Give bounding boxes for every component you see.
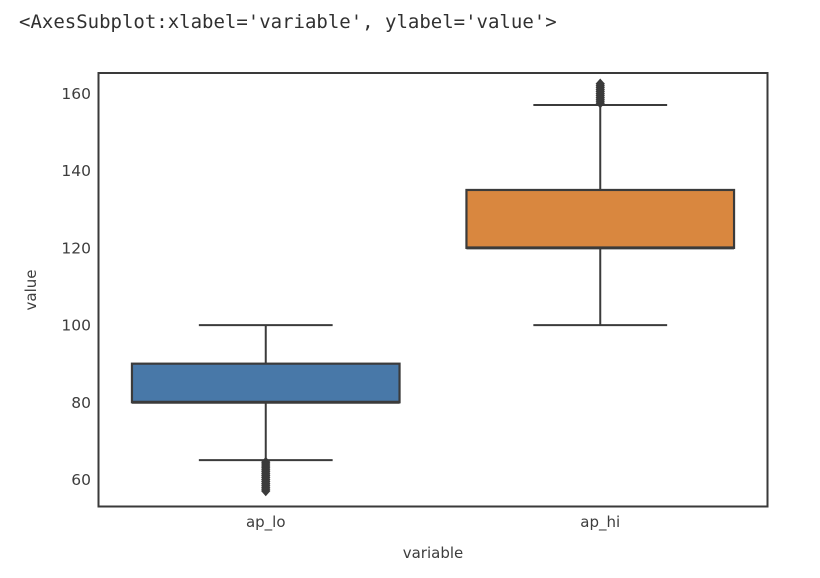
flier-point-ap_hi <box>595 78 605 90</box>
x-tick-label-ap_lo: ap_lo <box>246 513 286 532</box>
box-ap_hi <box>465 188 736 249</box>
y-tick-label-60: 60 <box>71 471 91 489</box>
y-tick-label-100: 100 <box>61 317 91 335</box>
x-tick-label-ap_hi: ap_hi <box>580 513 620 532</box>
flier-point-ap_lo <box>261 485 271 497</box>
y-tick-label-160: 160 <box>61 85 91 103</box>
plot-border <box>97 72 769 508</box>
box-ap_lo <box>130 362 401 404</box>
axes-subplot-repr-text: <AxesSubplot:xlabel='variable', ylabel='… <box>19 11 557 33</box>
y-tick-label-140: 140 <box>61 162 91 180</box>
x-axis-label: variable <box>402 544 464 562</box>
y-tick-label-80: 80 <box>71 394 91 412</box>
y-axis-label: value <box>22 269 40 311</box>
y-tick-label-120: 120 <box>61 239 91 257</box>
